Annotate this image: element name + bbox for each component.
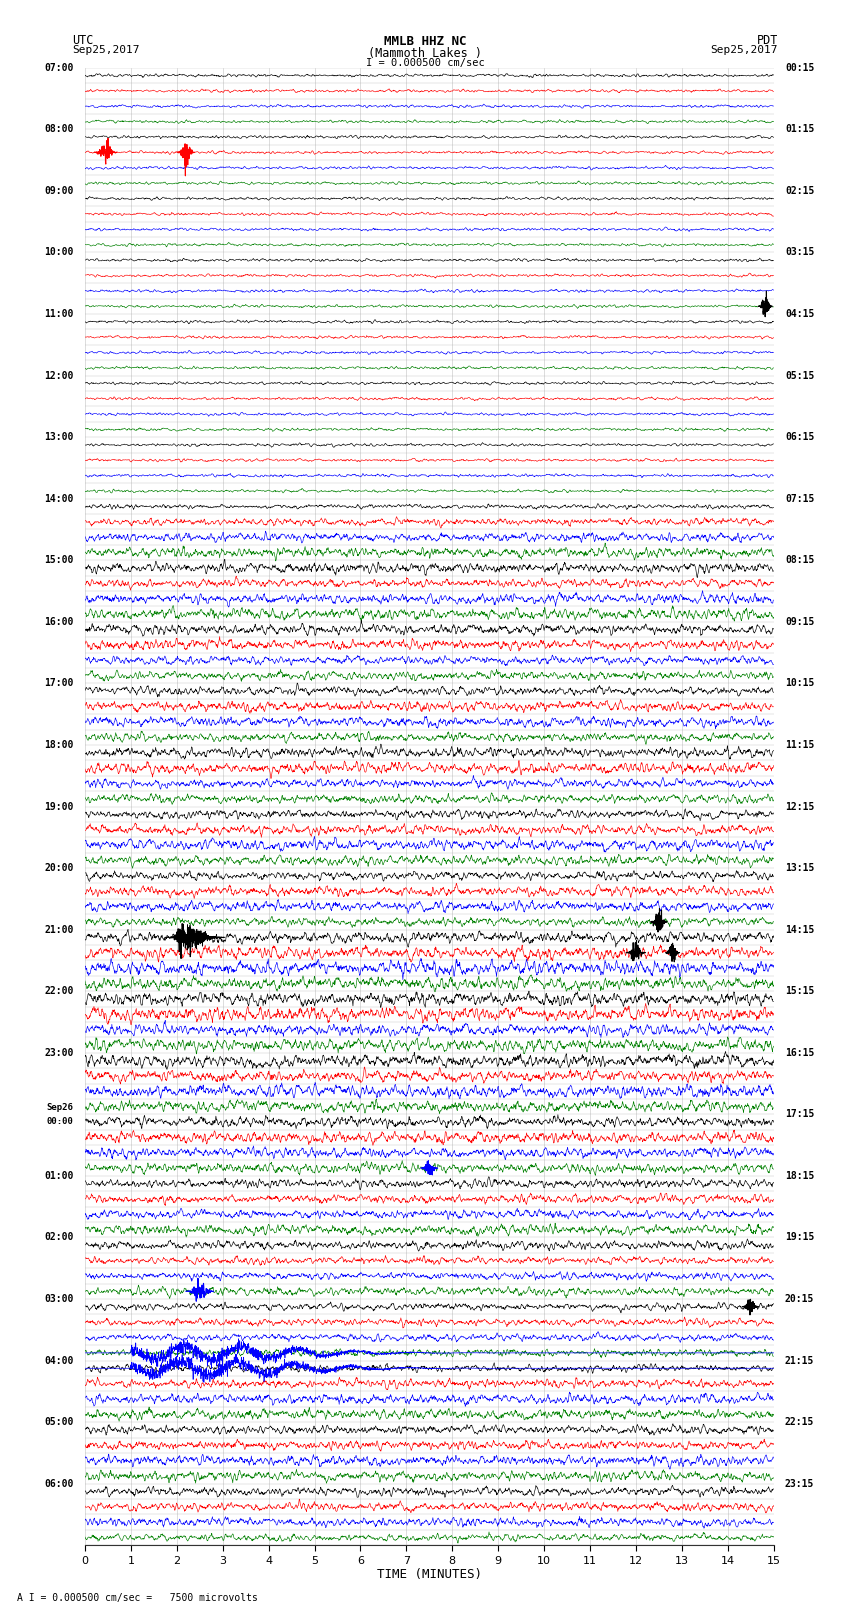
Text: 23:00: 23:00: [44, 1048, 73, 1058]
Text: 12:15: 12:15: [785, 802, 814, 811]
Text: 14:00: 14:00: [44, 494, 73, 503]
Text: 00:00: 00:00: [47, 1116, 73, 1126]
Text: 06:15: 06:15: [785, 432, 814, 442]
Text: 17:00: 17:00: [44, 679, 73, 689]
Text: UTC: UTC: [72, 34, 94, 47]
Text: 04:15: 04:15: [785, 310, 814, 319]
Text: 16:15: 16:15: [785, 1048, 814, 1058]
Text: 15:00: 15:00: [44, 555, 73, 565]
Text: 18:15: 18:15: [785, 1171, 814, 1181]
Text: 08:00: 08:00: [44, 124, 73, 134]
Text: 05:00: 05:00: [44, 1418, 73, 1428]
Text: 21:15: 21:15: [785, 1355, 814, 1366]
Text: Sep26: Sep26: [47, 1103, 73, 1111]
Text: 21:00: 21:00: [44, 924, 73, 934]
Text: 11:15: 11:15: [785, 740, 814, 750]
Text: 00:15: 00:15: [785, 63, 814, 73]
Text: 03:00: 03:00: [44, 1294, 73, 1303]
Text: PDT: PDT: [756, 34, 778, 47]
Text: 01:15: 01:15: [785, 124, 814, 134]
Text: 17:15: 17:15: [785, 1110, 814, 1119]
Text: 23:15: 23:15: [785, 1479, 814, 1489]
Text: 02:00: 02:00: [44, 1232, 73, 1242]
Text: 22:00: 22:00: [44, 986, 73, 997]
Text: 08:15: 08:15: [785, 555, 814, 565]
Text: 22:15: 22:15: [785, 1418, 814, 1428]
Text: 01:00: 01:00: [44, 1171, 73, 1181]
Text: 07:00: 07:00: [44, 63, 73, 73]
Text: 16:00: 16:00: [44, 616, 73, 627]
Text: Sep25,2017: Sep25,2017: [711, 45, 778, 55]
Text: 09:15: 09:15: [785, 616, 814, 627]
Text: 07:15: 07:15: [785, 494, 814, 503]
Text: (Mammoth Lakes ): (Mammoth Lakes ): [368, 47, 482, 60]
Text: A I = 0.000500 cm/sec =   7500 microvolts: A I = 0.000500 cm/sec = 7500 microvolts: [17, 1594, 258, 1603]
Text: 13:15: 13:15: [785, 863, 814, 873]
Text: 20:00: 20:00: [44, 863, 73, 873]
Text: 11:00: 11:00: [44, 310, 73, 319]
Text: 09:00: 09:00: [44, 185, 73, 195]
X-axis label: TIME (MINUTES): TIME (MINUTES): [377, 1568, 482, 1581]
Text: 10:15: 10:15: [785, 679, 814, 689]
Text: 20:15: 20:15: [785, 1294, 814, 1303]
Text: MMLB HHZ NC: MMLB HHZ NC: [383, 35, 467, 48]
Text: I = 0.000500 cm/sec: I = 0.000500 cm/sec: [366, 58, 484, 68]
Text: 14:15: 14:15: [785, 924, 814, 934]
Text: 10:00: 10:00: [44, 247, 73, 258]
Text: 19:15: 19:15: [785, 1232, 814, 1242]
Text: 04:00: 04:00: [44, 1355, 73, 1366]
Text: 13:00: 13:00: [44, 432, 73, 442]
Text: 15:15: 15:15: [785, 986, 814, 997]
Text: 05:15: 05:15: [785, 371, 814, 381]
Text: 06:00: 06:00: [44, 1479, 73, 1489]
Text: 03:15: 03:15: [785, 247, 814, 258]
Text: 12:00: 12:00: [44, 371, 73, 381]
Text: Sep25,2017: Sep25,2017: [72, 45, 139, 55]
Text: 19:00: 19:00: [44, 802, 73, 811]
Text: 18:00: 18:00: [44, 740, 73, 750]
Text: 02:15: 02:15: [785, 185, 814, 195]
